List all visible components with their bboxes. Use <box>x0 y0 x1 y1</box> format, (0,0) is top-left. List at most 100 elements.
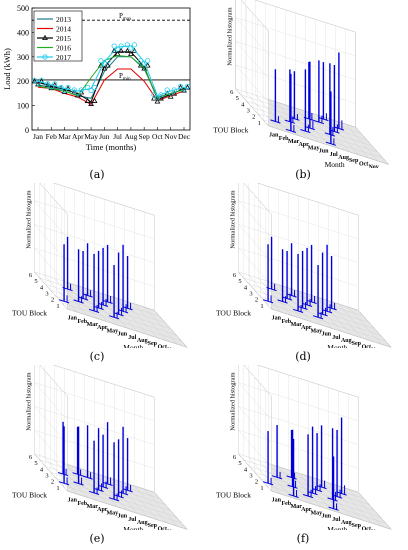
histogram-bar-base <box>72 472 83 477</box>
legend-marker <box>42 34 48 40</box>
wall-grid-line <box>34 200 68 238</box>
histogram-bar-base <box>108 497 120 502</box>
series-point-2017 <box>52 81 58 87</box>
x-tick-label: Nov <box>164 132 177 141</box>
panel-e-3d-histogram: JanFebMarAprMayJunJulAugSepOctNovDec1234… <box>12 365 189 530</box>
histogram-bar-base <box>82 293 93 298</box>
block-tick-label: 5 <box>34 278 37 285</box>
floor-grid-line <box>61 302 182 342</box>
month-tick-label: Mar <box>87 322 99 328</box>
histogram-bar-base <box>88 308 100 313</box>
month-tick-label: Sep <box>148 341 158 347</box>
histogram-bar-base <box>270 119 281 124</box>
caption-d: (d) <box>295 350 311 363</box>
histogram-bar-base <box>287 484 298 489</box>
x-tick-label: Jan <box>33 132 43 141</box>
block-tick-label: 5 <box>238 460 241 467</box>
histogram-bar-base <box>262 299 274 304</box>
block-tick-label: 6 <box>29 454 33 461</box>
y-tick-label: 300 <box>17 53 29 62</box>
month-tick-label: Sep <box>349 158 359 164</box>
series-point-2017 <box>128 45 134 51</box>
block-tick-label: 2 <box>51 297 54 304</box>
block-tick-label: 3 <box>45 291 48 298</box>
histogram-bar-base <box>302 494 314 499</box>
series-point-2017 <box>158 92 164 98</box>
wall-grid-line <box>53 365 155 398</box>
y-tick-label: 200 <box>17 77 29 86</box>
caption-e: (e) <box>89 532 105 545</box>
block-tick-label: 2 <box>255 479 258 486</box>
floor-grid-line <box>271 308 392 348</box>
plot-frame <box>31 7 191 131</box>
wall-grid-line <box>39 365 68 397</box>
floor-grid-line <box>249 284 370 323</box>
wall-grid-line <box>235 41 356 80</box>
month-axis-label: Month <box>123 525 143 530</box>
wall-grid-line <box>235 64 269 103</box>
z-axis-label: Normalized histogram <box>229 190 236 248</box>
histogram-bar-base <box>313 120 325 125</box>
series-line-2017 <box>37 45 185 97</box>
wall-grid-line <box>34 382 155 422</box>
series-point-2017 <box>78 87 84 93</box>
wall-grid-line <box>238 224 272 262</box>
month-tick-label: Jul <box>330 152 338 158</box>
panel-c-3d-histogram: JanFebMarAprMayJunJulAugSepOctNovDec1234… <box>12 183 189 348</box>
series-point-2015 <box>111 47 118 53</box>
x-tick-label: Oct <box>152 132 164 141</box>
month-tick-label: Oct <box>362 344 371 348</box>
histogram-bar-base <box>77 296 89 301</box>
series-point-2017 <box>145 58 151 64</box>
month-tick-label: Oct <box>362 526 371 530</box>
block-tick-label: 6 <box>233 272 237 279</box>
y-tick-label: 400 <box>17 28 29 37</box>
month-tick-label: Feb <box>281 501 291 507</box>
y-tick-label: 0 <box>25 126 29 135</box>
y-tick-label: 100 <box>17 102 29 111</box>
wall-grid-line <box>34 200 155 240</box>
month-tick-label: Jun <box>117 332 127 338</box>
month-tick-label: May <box>310 510 322 516</box>
floor-grid-line <box>235 88 356 128</box>
series-point-2017 <box>88 87 94 94</box>
floor-grid-line <box>254 472 375 511</box>
histogram-bar-base <box>57 472 69 477</box>
floor-grid-line <box>45 466 166 505</box>
month-tick-label: Jul <box>332 335 340 341</box>
month-tick-label: May <box>308 145 320 151</box>
month-tick-label: Oct <box>158 344 167 348</box>
wall-grid-line <box>34 224 155 263</box>
histogram-bar-base <box>301 302 313 307</box>
floor-grid-line <box>260 296 381 336</box>
wall-grid-line <box>238 406 272 444</box>
floor-grid-line <box>45 284 166 323</box>
block-tick-label: 1 <box>260 485 263 492</box>
month-tick-label: Feb <box>281 319 291 325</box>
caption-f: (f) <box>296 532 310 545</box>
histogram-bar-base <box>88 490 100 495</box>
ref-line-label-min: Pmin <box>119 72 131 82</box>
floor-grid-line <box>67 490 188 530</box>
series-point-2017 <box>71 87 77 93</box>
caption-a: (a) <box>89 168 105 181</box>
wall-grid-line <box>34 247 68 286</box>
month-tick-label: Aug <box>338 155 349 161</box>
floor-grid-line <box>56 296 177 336</box>
tou-block-axis-label: TOU Block <box>216 491 251 500</box>
month-tick-label: Feb <box>77 501 87 507</box>
block-tick-label: 2 <box>252 114 255 121</box>
histogram-bar-base <box>318 117 329 122</box>
series-point-2017 <box>138 58 144 64</box>
series-point-2017 <box>38 77 45 83</box>
block-tick-label: 4 <box>40 284 44 291</box>
series-point-2017 <box>75 90 81 96</box>
block-tick-label: 4 <box>40 466 44 473</box>
histogram-bar-base <box>312 315 324 320</box>
series-point-2015 <box>128 50 134 56</box>
wall-grid-line <box>238 406 359 445</box>
histogram-bar-base <box>73 299 84 304</box>
histogram-bar-base <box>284 119 296 124</box>
month-tick-label: Jan <box>68 316 78 322</box>
month-tick-label: Jan <box>68 498 78 504</box>
